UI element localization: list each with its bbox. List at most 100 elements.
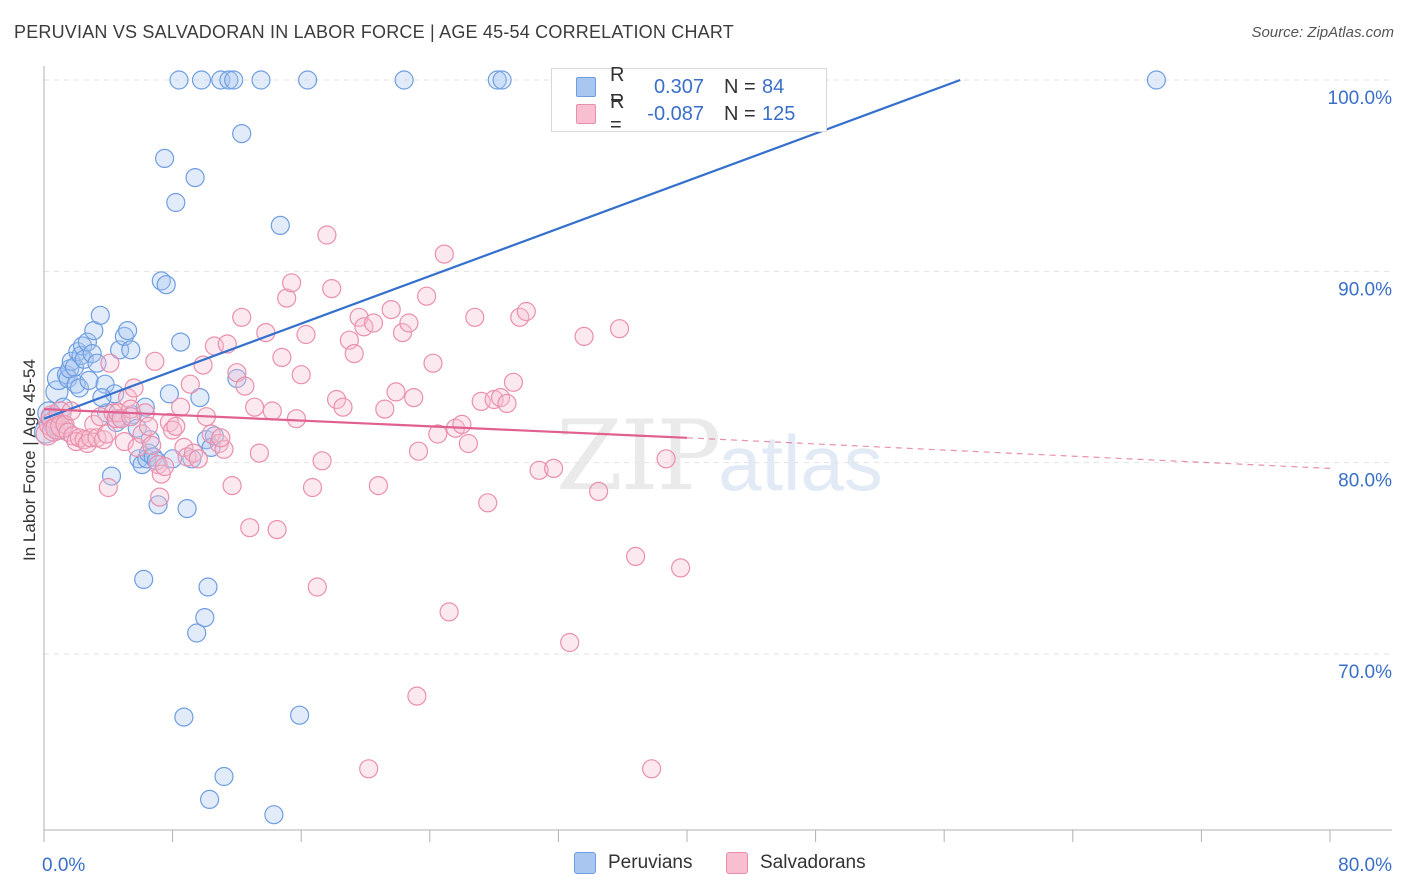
salvadorans-point <box>363 313 384 333</box>
peruvians-point <box>177 499 197 519</box>
salvadorans-point <box>322 279 342 299</box>
salvadorans-point <box>155 456 175 477</box>
salvadorans-point <box>452 414 472 434</box>
salvadorans-point <box>267 519 287 540</box>
salvadorans-point <box>232 307 252 327</box>
peruvians-point <box>174 707 194 727</box>
peruvians-point <box>82 344 102 364</box>
salvadorans-point <box>458 433 478 454</box>
salvadorans-point <box>392 323 413 343</box>
chart-title: PERUVIAN VS SALVADORAN IN LABOR FORCE | … <box>14 22 734 42</box>
salvadorans-point <box>296 324 316 345</box>
salvadorans-point <box>670 558 691 578</box>
peruvians-point <box>166 192 186 213</box>
salvadorans-point <box>386 382 406 402</box>
salvadorans-point <box>516 301 536 322</box>
peruvians-point <box>190 388 210 408</box>
peruvians-point <box>77 332 98 352</box>
salvadorans-point <box>333 397 353 417</box>
salvadorans-point <box>163 420 183 440</box>
peruvians-point <box>134 569 154 590</box>
salvadorans-point <box>399 313 419 333</box>
salvadorans-point <box>641 759 662 779</box>
salvadorans-point <box>344 344 364 364</box>
salvadorans-point <box>302 477 323 498</box>
salvadorans-point <box>214 439 234 459</box>
salvadorans-point <box>465 307 485 327</box>
peruvians-point <box>198 577 218 597</box>
salvadorans-point <box>625 546 646 567</box>
salvadorans-point <box>235 376 255 396</box>
salvadorans-point <box>381 300 401 320</box>
salvadorans-swatch <box>576 104 596 124</box>
peruvians-point <box>219 70 239 90</box>
peruvians-point <box>117 321 138 341</box>
salvadorans-point <box>93 430 114 450</box>
n-value: 84 <box>762 75 785 98</box>
salvadorans-point <box>560 632 580 653</box>
salvadorans-point <box>77 433 98 454</box>
peruvians-point <box>159 384 179 404</box>
peruvians-point <box>264 805 284 825</box>
salvadorans-point <box>240 518 260 538</box>
salvadorans-point <box>428 424 448 444</box>
peruvians-point <box>187 623 207 643</box>
r-label: R = <box>610 91 625 136</box>
salvadorans-trend-extension <box>686 437 1331 470</box>
salvadorans-point <box>404 388 424 408</box>
salvadorans-point <box>574 326 594 346</box>
peruvians-point <box>200 789 220 810</box>
y-tick-label: 100.0% <box>1328 88 1393 109</box>
salvadorans-point <box>359 759 379 779</box>
n-value: 125 <box>762 102 796 125</box>
peruvians-point <box>214 766 234 787</box>
peruvians-point <box>66 374 86 394</box>
salvadorans-point <box>121 407 141 427</box>
salvadorans-point <box>434 244 454 264</box>
salvadorans-point <box>503 372 524 392</box>
salvadorans-point <box>497 393 517 413</box>
peruvians-legend-swatch <box>574 852 596 874</box>
salvadorans-point <box>211 428 231 448</box>
peruvians-point <box>185 168 205 188</box>
n-label: N = <box>724 102 756 125</box>
peruvians-point <box>169 70 189 90</box>
y-tick-label: 80.0% <box>1338 471 1392 492</box>
legend-item-peruvians[interactable]: Peruvians <box>574 852 693 874</box>
peruvians-point <box>232 124 252 144</box>
salvadorans-legend-swatch <box>726 852 748 874</box>
salvadorans-point <box>354 317 374 337</box>
salvadorans-point <box>98 477 118 498</box>
salvadorans-point <box>145 351 165 371</box>
salvadorans-point <box>327 389 347 410</box>
peruvians-point <box>298 70 318 90</box>
salvadorans-point <box>439 602 459 622</box>
source-label: Source: ZipAtlas.com <box>1251 24 1394 41</box>
salvadorans-point <box>150 487 170 507</box>
salvadorans-point <box>423 353 443 373</box>
peruvians-point <box>1146 70 1167 90</box>
peruvians-point <box>148 495 168 515</box>
watermark-zip: ZIP <box>556 400 721 512</box>
peruvians-point <box>69 378 90 398</box>
salvadorans-point <box>291 365 311 385</box>
r-value: -0.087 <box>647 102 704 125</box>
x-tick-label: 80.0% <box>1338 855 1392 876</box>
salvadorans-point <box>312 451 332 471</box>
peruvians-point <box>90 305 110 325</box>
salvadorans-point <box>245 397 265 417</box>
peruvians-point <box>191 70 212 90</box>
salvadorans-point <box>249 443 269 463</box>
salvadorans-point <box>222 476 242 496</box>
salvadorans-point <box>277 288 297 308</box>
peruvians-point <box>101 466 122 486</box>
salvadorans-point <box>100 353 120 373</box>
stats-legend-row-salvadorans: R = -0.087 N = 125 <box>576 91 796 136</box>
salvadorans-point <box>114 432 135 452</box>
salvadorans-point <box>180 374 200 394</box>
salvadorans-point <box>417 286 437 306</box>
salvadorans-point <box>188 449 208 469</box>
legend-item-salvadorans[interactable]: Salvadorans <box>726 852 866 874</box>
peruvians-point <box>195 607 215 628</box>
